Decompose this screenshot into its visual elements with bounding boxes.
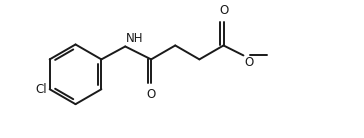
Text: Cl: Cl [35,83,47,96]
Text: O: O [219,4,228,17]
Text: O: O [146,88,156,101]
Text: O: O [244,56,254,69]
Text: NH: NH [126,32,144,45]
